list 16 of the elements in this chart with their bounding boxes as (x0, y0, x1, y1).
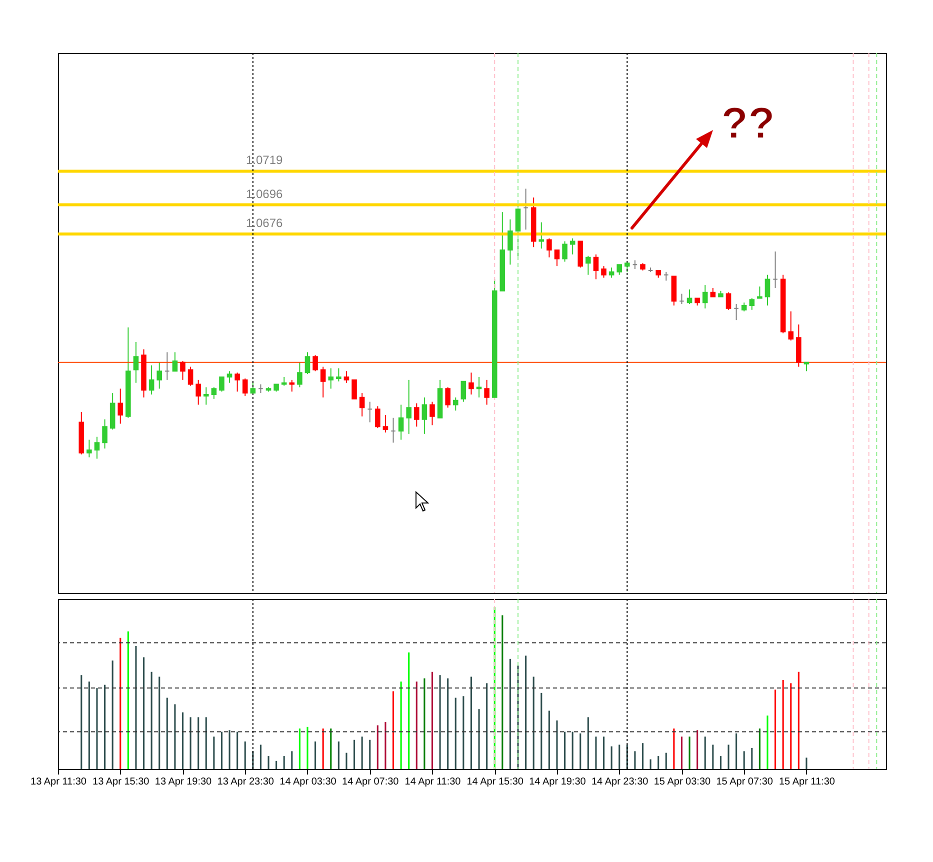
x-tick-label: 13 Apr 19:30 (154, 776, 212, 788)
ref-line-label: 1.0676 (246, 216, 284, 230)
x-tick-label: 14 Apr 07:30 (342, 776, 400, 788)
ref-line-label: 1.0696 (246, 186, 284, 201)
x-tick-label: 15 Apr 11:30 (778, 776, 836, 788)
x-tick-label: 13 Apr 15:30 (92, 776, 150, 788)
x-tick-label: 14 Apr 03:30 (280, 776, 337, 788)
ref-line-label: 1.0719 (246, 153, 284, 168)
x-tick-label: 13 Apr 23:30 (217, 776, 274, 788)
x-tick-label: 14 Apr 19:30 (529, 776, 586, 788)
x-tick-label: 14 Apr 15:30 (466, 776, 524, 788)
x-tick-label: 13 Apr 11:30 (30, 776, 87, 788)
x-tick-label: 15 Apr 07:30 (716, 776, 774, 788)
x-tick-label: 15 Apr 03:30 (654, 776, 712, 788)
x-tick-label: 14 Apr 11:30 (404, 776, 462, 788)
x-tick-label: 14 Apr 23:30 (591, 776, 649, 788)
